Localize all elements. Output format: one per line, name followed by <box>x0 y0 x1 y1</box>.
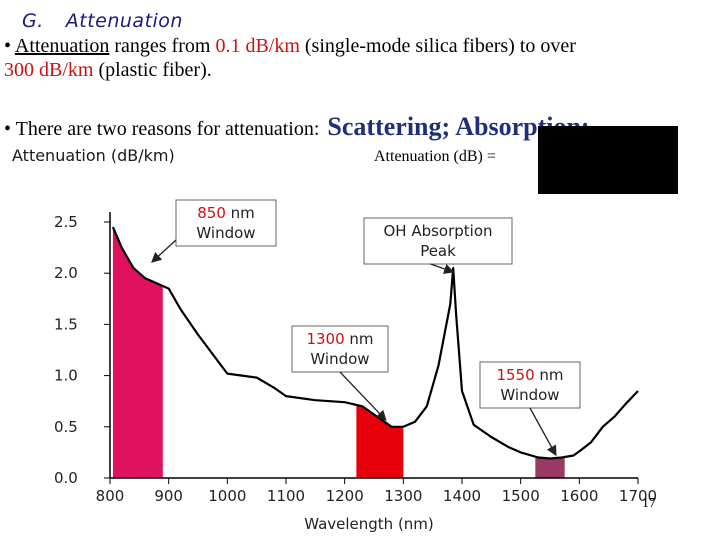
y-tick-label: 2.5 <box>54 213 78 231</box>
bullet-marker: • <box>4 35 12 57</box>
x-tick-label: 1300 <box>384 487 422 505</box>
x-tick-label: 1400 <box>443 487 481 505</box>
annotation-arrow-0 <box>151 239 177 263</box>
annotation-line2-0: Window <box>196 224 255 242</box>
annotation-line2-3: Window <box>500 386 559 404</box>
annotation-number: 850 <box>197 204 226 222</box>
annotation-line2-2: Window <box>310 350 369 368</box>
attenuation-curve <box>111 226 639 460</box>
bullet-reasons-text: There are two reasons for attenuation: <box>15 118 320 140</box>
bullet-text-a: ranges from <box>109 35 216 57</box>
bullet-term: Attenuation <box>14 35 110 57</box>
y-tick-label: 0.5 <box>54 418 78 436</box>
transmission-window-2 <box>535 456 565 478</box>
y-tick-label: 1.0 <box>54 367 78 385</box>
heading-title: Attenuation <box>65 10 183 32</box>
value-high: 300 dB/km <box>4 59 94 81</box>
bullet-marker: • <box>4 118 12 140</box>
annotation-unit: nm <box>535 366 564 384</box>
transmission-window-0 <box>112 227 163 478</box>
annotation-line1-0: 850 nm <box>197 204 255 222</box>
annotation-number: 1300 <box>306 330 344 348</box>
x-tick-label: 800 <box>96 487 125 505</box>
annotation-unit: nm <box>226 204 255 222</box>
formula-redaction-box <box>538 126 678 194</box>
annotation-line1-3: 1550 nm <box>496 366 563 384</box>
bullet-attenuation-range: • Attenuation ranges from 0.1 dB/km (sin… <box>4 34 576 82</box>
annotation-arrow-3 <box>529 407 557 457</box>
bullet-text-c: (plastic fiber). <box>93 59 212 81</box>
annotation-arrow-2 <box>339 371 387 421</box>
x-axis-label: Wavelength (nm) <box>304 515 434 533</box>
bullet-text-b: (single-mode silica fibers) to over <box>299 35 576 57</box>
annotation-box-2 <box>291 325 389 373</box>
y-tick-label: 1.5 <box>54 315 78 333</box>
x-tick-label: 1100 <box>267 487 305 505</box>
annotation-number: OH Absorption <box>383 222 492 240</box>
value-low: 0.1 dB/km <box>215 35 300 57</box>
annotation-line1-1: OH Absorption <box>383 222 492 240</box>
annotation-box-0 <box>175 199 277 247</box>
annotation-line2-1: Peak <box>420 242 456 260</box>
annotation-box-1 <box>363 217 513 265</box>
annotation-unit: nm <box>345 330 374 348</box>
heading-number: G. <box>22 10 44 32</box>
x-tick-label: 1600 <box>560 487 598 505</box>
y-tick-label: 2.0 <box>54 264 78 282</box>
transmission-window-1 <box>356 405 404 478</box>
x-tick-label: 1500 <box>502 487 540 505</box>
formula-label: Attenuation (dB) = <box>374 148 496 165</box>
x-tick-label: 900 <box>154 487 183 505</box>
annotation-line1-2: 1300 nm <box>306 330 373 348</box>
slide-number: 17 <box>642 496 656 511</box>
chart-y-axis-label: Attenuation (dB/km) <box>12 146 175 165</box>
annotation-number: 1550 <box>496 366 534 384</box>
x-tick-label: 1000 <box>208 487 246 505</box>
slide-heading: G. Attenuation <box>22 10 183 32</box>
x-tick-label: 1700 <box>619 487 657 505</box>
annotation-box-3 <box>479 361 581 409</box>
annotation-arrow-1 <box>430 263 455 274</box>
x-tick-label: 1200 <box>326 487 364 505</box>
y-tick-label: 0.0 <box>54 469 78 487</box>
